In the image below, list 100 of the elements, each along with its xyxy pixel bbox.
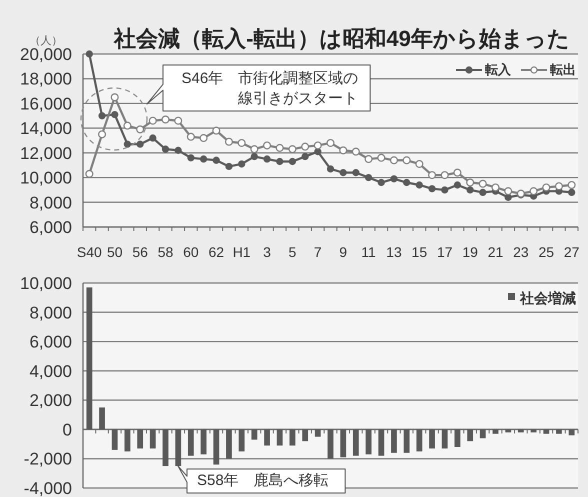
x-tick-label: 21 xyxy=(488,244,504,260)
bar xyxy=(391,429,397,453)
point xyxy=(504,194,512,201)
point xyxy=(200,155,208,163)
y-axis-title: （人） xyxy=(30,35,62,47)
x-tick-label: 50 xyxy=(106,244,123,260)
point xyxy=(352,148,360,156)
bar xyxy=(543,429,550,434)
legend-label: 転出 xyxy=(549,62,576,77)
bar xyxy=(162,429,168,466)
point xyxy=(364,155,373,164)
point xyxy=(263,141,272,150)
x-tick-label: 56 xyxy=(132,244,148,260)
bar xyxy=(352,429,359,456)
point xyxy=(276,158,284,166)
y-tick-label: 4,000 xyxy=(29,362,72,381)
bar xyxy=(454,429,460,447)
point xyxy=(124,140,132,148)
x-tick-label: 3 xyxy=(263,244,272,260)
point xyxy=(530,187,538,196)
point xyxy=(162,146,170,153)
y-tick-label: 6,000 xyxy=(29,332,72,352)
point xyxy=(314,141,322,150)
point xyxy=(402,156,411,164)
bar xyxy=(492,429,498,434)
point xyxy=(326,138,334,147)
point xyxy=(225,162,233,170)
point xyxy=(416,181,423,189)
bar xyxy=(366,429,372,454)
chart-title: 社会減（転入-転出）は昭和49年から始まった xyxy=(113,26,570,51)
point xyxy=(111,110,118,118)
point xyxy=(276,144,284,152)
point xyxy=(288,145,296,154)
point xyxy=(250,152,258,160)
legend-label: 転入 xyxy=(484,62,512,77)
bar xyxy=(175,429,182,466)
bar xyxy=(480,429,486,438)
x-tick-label: 7 xyxy=(314,244,322,260)
bar xyxy=(226,429,232,459)
point xyxy=(390,175,398,182)
bar xyxy=(314,429,321,437)
point xyxy=(238,160,246,168)
point xyxy=(149,134,156,142)
point xyxy=(454,181,462,189)
bar xyxy=(124,429,130,452)
point xyxy=(466,178,474,187)
point xyxy=(479,188,486,196)
x-tick-label: 27 xyxy=(564,244,580,260)
bar xyxy=(340,429,346,458)
point xyxy=(148,116,157,125)
point xyxy=(238,138,246,147)
point xyxy=(440,171,449,180)
x-tick-label: 17 xyxy=(436,244,453,260)
x-tick-label: S40 xyxy=(76,244,102,260)
bar xyxy=(238,429,245,452)
bar xyxy=(467,429,474,442)
x-tick-label: 60 xyxy=(183,244,199,260)
y-tick-label: 12,000 xyxy=(20,144,72,163)
point xyxy=(186,132,195,141)
bar xyxy=(328,429,334,459)
y-tick-label: 8,000 xyxy=(29,193,72,212)
y-tick-label: 8,000 xyxy=(29,303,72,322)
point xyxy=(288,158,296,166)
bar xyxy=(378,429,384,456)
point xyxy=(568,180,576,189)
point xyxy=(428,171,436,180)
point xyxy=(364,174,372,182)
point xyxy=(377,154,386,162)
bar xyxy=(86,287,92,430)
bar xyxy=(264,429,270,446)
point xyxy=(378,178,385,186)
bar xyxy=(429,429,435,448)
point xyxy=(98,112,106,120)
bar xyxy=(99,407,105,430)
point xyxy=(136,125,144,134)
point xyxy=(123,122,132,130)
point xyxy=(301,142,310,151)
point xyxy=(428,185,436,192)
point xyxy=(174,146,182,154)
y-tick-label: -2,000 xyxy=(24,450,72,469)
point xyxy=(110,93,119,102)
x-tick-label: H1 xyxy=(232,244,251,260)
legend-label: 社会増減 xyxy=(519,290,576,306)
bar xyxy=(302,429,308,442)
point xyxy=(200,134,208,142)
bar xyxy=(518,429,524,432)
point xyxy=(352,169,360,176)
bar xyxy=(213,429,220,465)
point xyxy=(415,160,424,168)
y-tick-label: 20,000 xyxy=(20,45,72,64)
x-tick-label: 25 xyxy=(538,244,554,260)
y-tick-label: -4,000 xyxy=(24,479,72,497)
point xyxy=(263,155,271,163)
y-tick-label: 2,000 xyxy=(29,391,72,410)
x-tick-label: 15 xyxy=(412,244,428,260)
bar xyxy=(200,429,206,454)
point xyxy=(340,169,347,176)
y-tick-label: 18,000 xyxy=(20,70,72,89)
bar xyxy=(416,429,422,452)
bar xyxy=(276,429,283,446)
